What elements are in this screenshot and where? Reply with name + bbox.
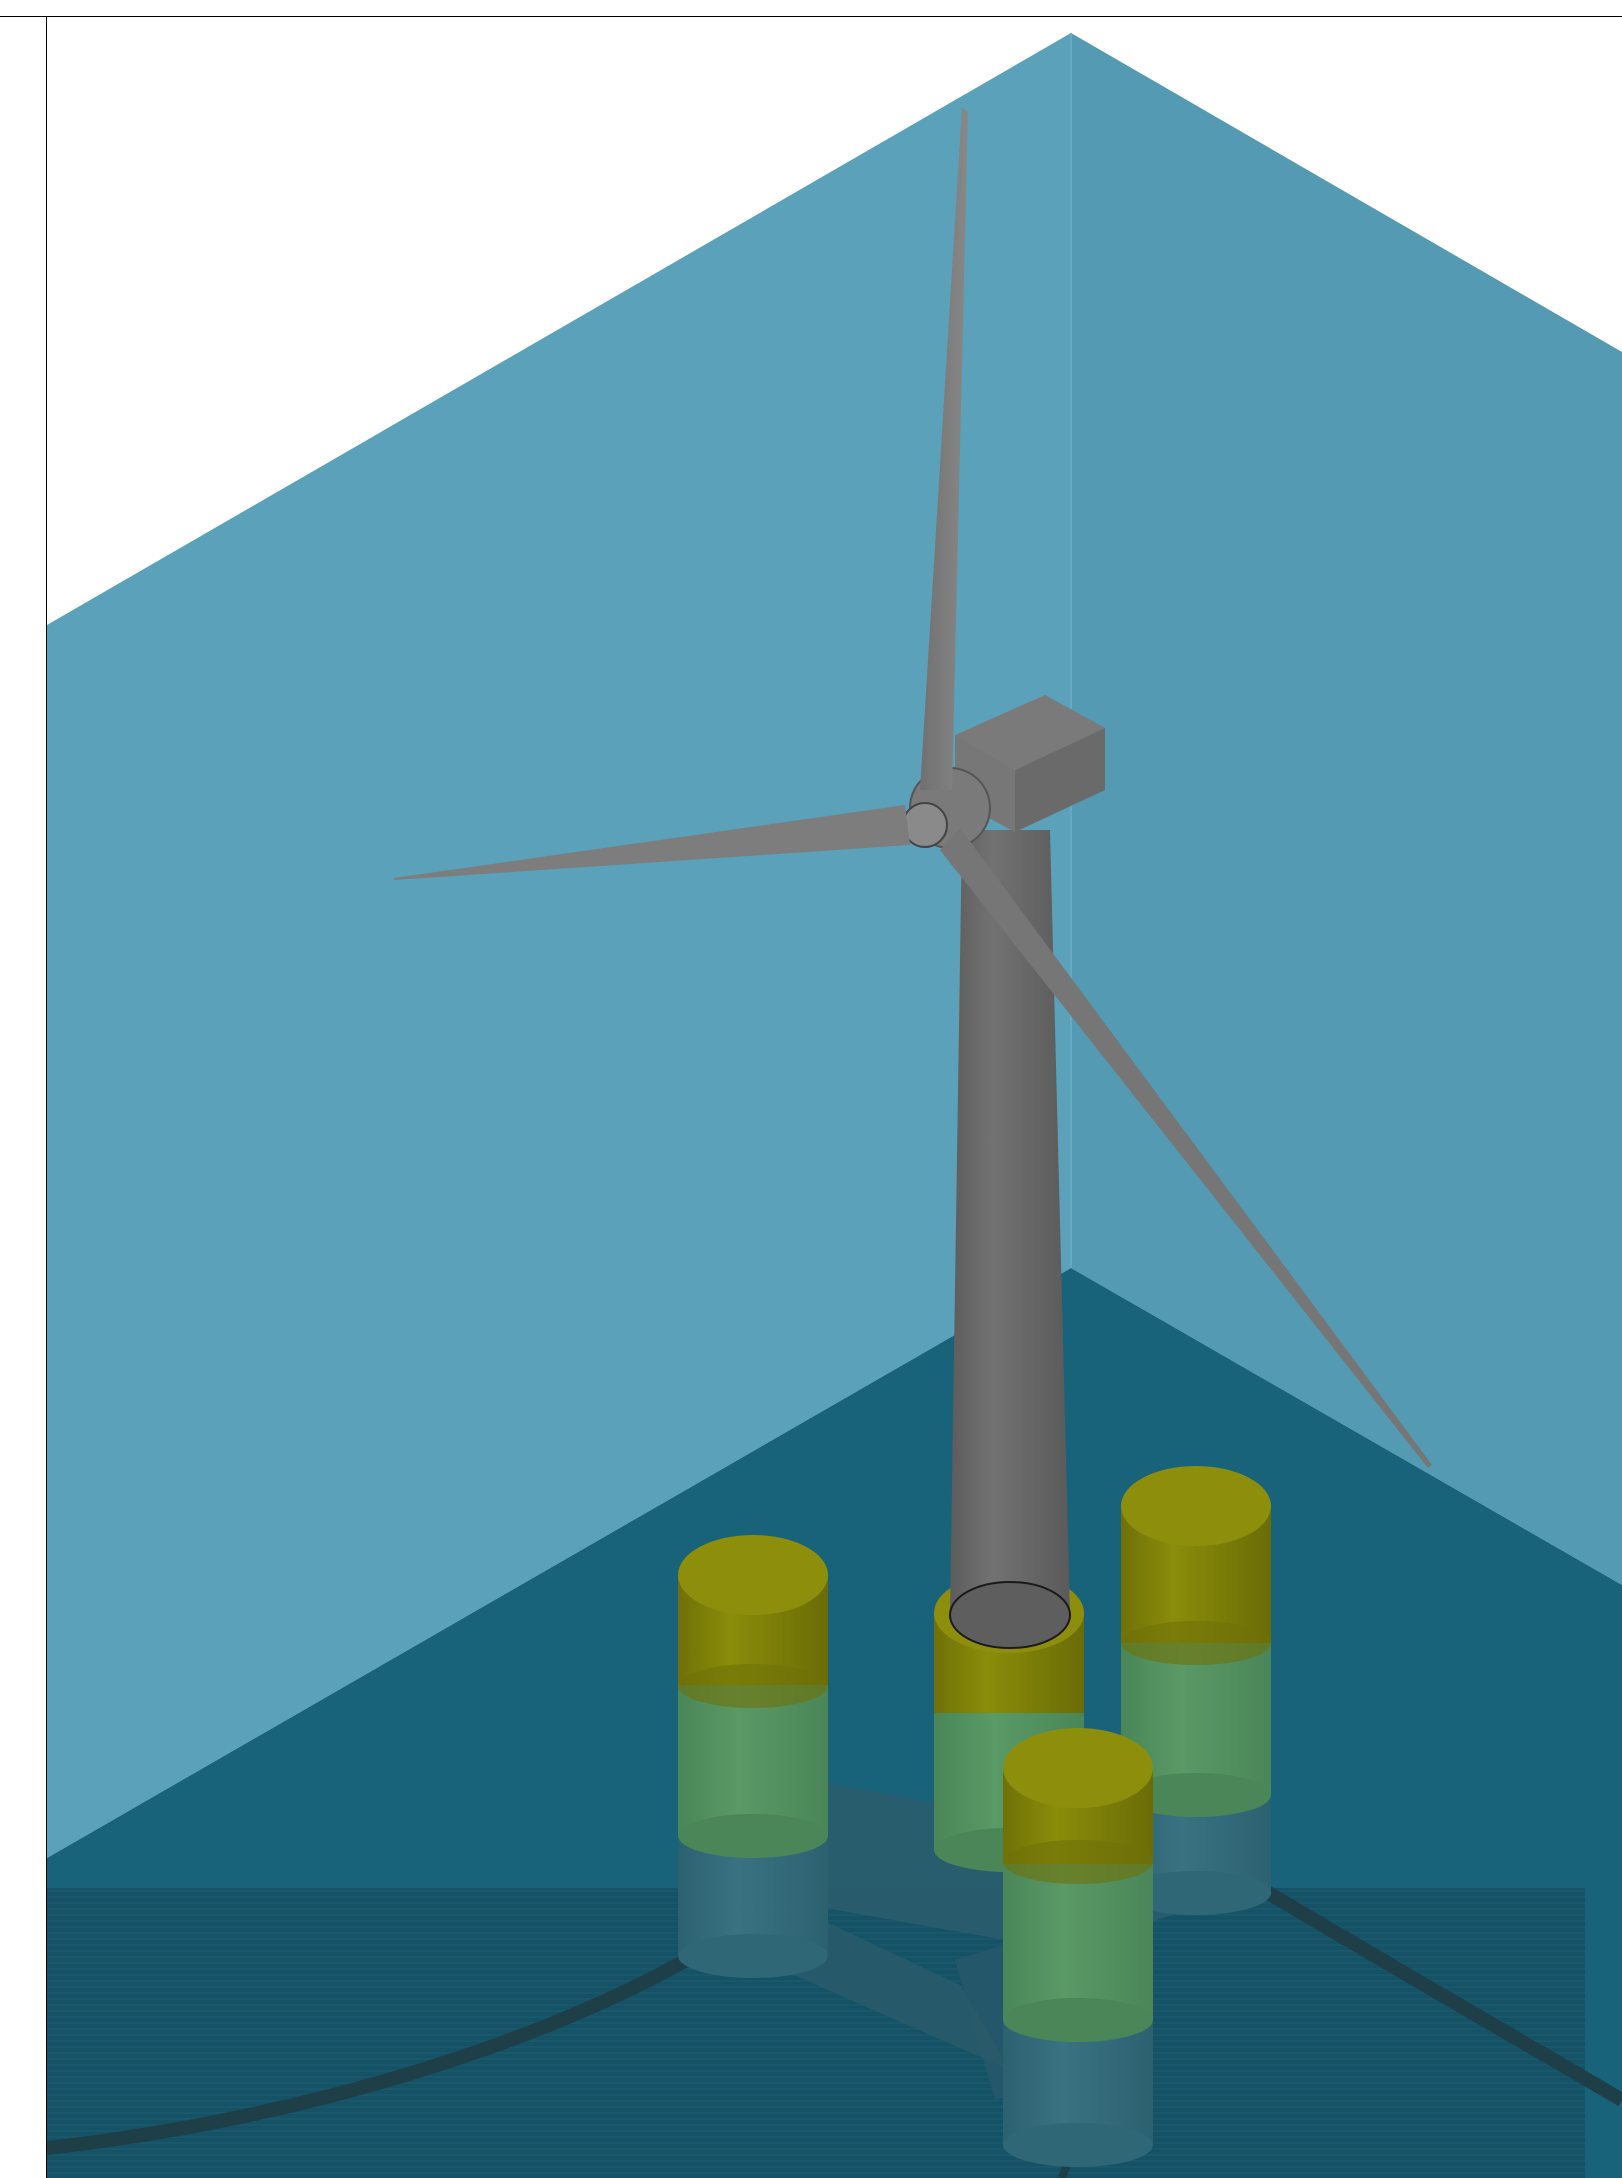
frame-top-edge: [0, 16, 1622, 17]
mooring-line-left: [46, 1934, 724, 2155]
blade-left: [394, 805, 910, 880]
right-wall: [1071, 33, 1622, 1585]
column-left: [678, 1535, 828, 1978]
blade-right: [940, 828, 1432, 1468]
left-wall: [47, 33, 1071, 1858]
mooring-line-right: [1226, 1863, 1622, 2107]
column-front: [1003, 1728, 1153, 2167]
tower: [950, 830, 1070, 1615]
blade-top: [920, 108, 968, 790]
frame-left-edge: [46, 16, 47, 2178]
